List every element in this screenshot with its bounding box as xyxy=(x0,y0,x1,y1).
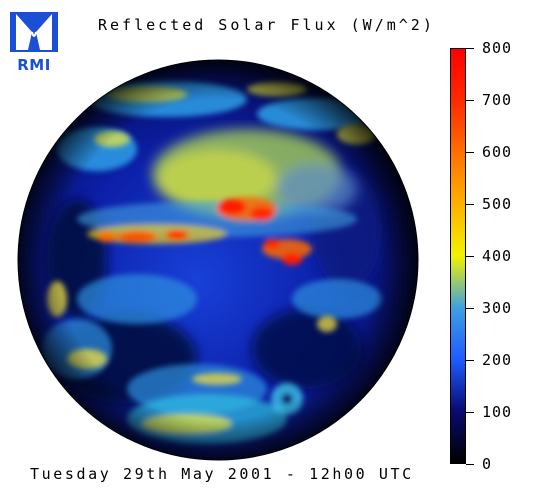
colorbar-tick-label: 300 xyxy=(482,299,513,317)
colorbar-tick-label: 500 xyxy=(482,195,513,213)
colorbar-tick-label: 700 xyxy=(482,91,513,109)
chart-title: Reflected Solar Flux (W/m^2) xyxy=(98,16,435,34)
colorbar-tick xyxy=(466,463,474,465)
colorbar xyxy=(450,48,466,464)
colorbar-tick-label: 200 xyxy=(482,351,513,369)
colorbar-tick xyxy=(466,411,474,413)
logo-text: RMI xyxy=(17,56,51,74)
colorbar-tick-label: 800 xyxy=(482,39,513,57)
colorbar-tick xyxy=(466,99,474,101)
colorbar-tick xyxy=(466,151,474,153)
colorbar-tick xyxy=(466,47,474,49)
colorbar-tick-label: 400 xyxy=(482,247,513,265)
colorbar-tick xyxy=(466,203,474,205)
colorbar-tick xyxy=(466,359,474,361)
rmi-logo-icon xyxy=(10,12,58,52)
colorbar-tick-label: 0 xyxy=(482,455,493,473)
colorbar-tick xyxy=(466,307,474,309)
rmi-logo: RMI xyxy=(8,10,60,74)
colorbar-tick-label: 100 xyxy=(482,403,513,421)
colorbar-tick xyxy=(466,255,474,257)
timestamp: Tuesday 29th May 2001 - 12h00 UTC xyxy=(30,465,414,483)
colorbar-tick-label: 600 xyxy=(482,143,513,161)
earth-globe-image xyxy=(17,59,419,461)
